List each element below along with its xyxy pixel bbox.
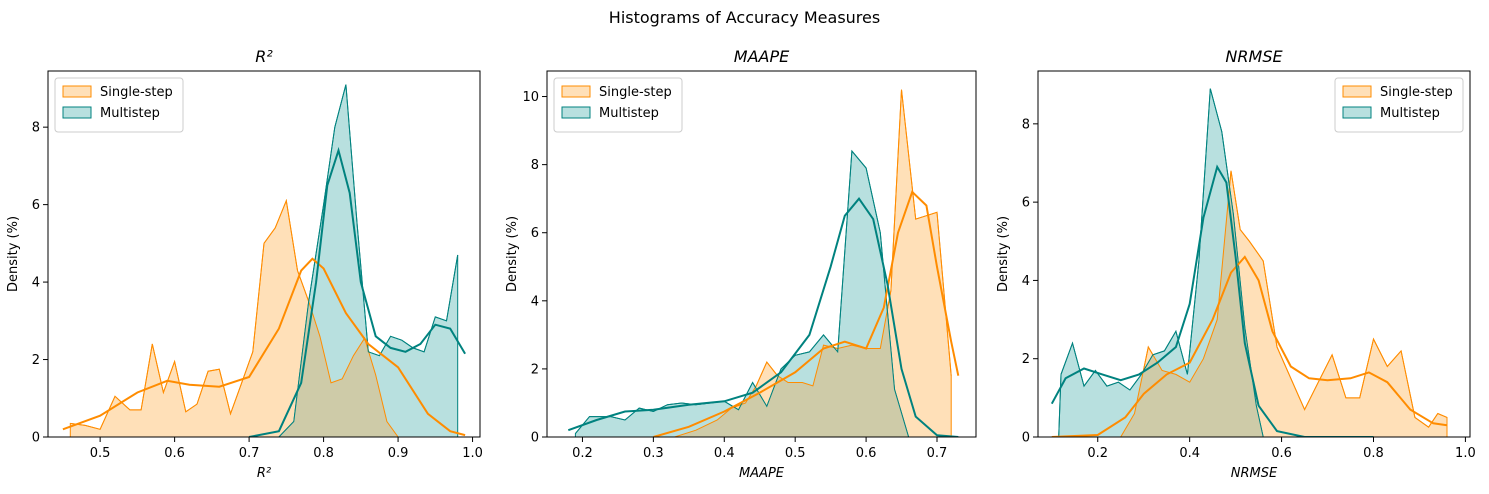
legend-label-single-step: Single-step [1380,85,1453,100]
y-tick-label: 4 [531,294,539,309]
kde-multistep [567,197,959,437]
legend-swatch-multistep [1342,106,1372,119]
y-tick-label: 6 [32,198,40,213]
x-axis-label: NRMSE [1231,466,1278,481]
kde-single-step [1051,255,1448,437]
axes-frame [47,70,481,438]
y-tick-label: 2 [531,362,539,377]
legend: Single-step Multistep [1334,77,1464,133]
hist-overlap [1120,187,1447,437]
x-tick-label: 0.5 [90,446,111,461]
panel-title: NRMSE [1225,47,1283,66]
legend-label-multistep: Multistep [1380,106,1440,121]
x-tick-label: 0.7 [927,446,948,461]
kde-multistep [248,146,466,437]
x-tick-label: 0.7 [239,446,260,461]
hist-multistep-edge [70,84,459,437]
hist-multistep-edge [1058,88,1447,437]
x-tick-label: 0.8 [1363,446,1384,461]
y-tick-label: 8 [1022,117,1030,132]
y-tick-label: 10 [522,90,539,105]
y-axis-label: Density (%) [6,216,21,292]
legend-swatch-single-step [62,85,92,98]
x-tick-label: 1.0 [462,446,483,461]
y-axis-label: Density (%) [996,216,1011,292]
kde-multistep [1050,164,1374,437]
panel-title: MAAPE [734,47,790,66]
legend-label-single-step: Single-step [100,85,173,100]
x-tick-label: 0.9 [388,446,409,461]
x-tick-label: 0.4 [714,446,735,461]
panel-title: R² [255,47,273,66]
panel-2: 0.2 0.3 0.4 0.5 0.6 0.7 0 2 4 6 8 10 MAAPE MAAPE Densi… [505,47,977,481]
legend: Single-step Multistep [553,77,683,133]
panel-1: 0.5 0.6 0.7 0.8 0.9 1.0 0 2 4 6 8 R² R² Density (%) Si… [6,47,483,481]
x-tick-label: 0.3 [643,446,664,461]
x-tick-label: 0.5 [785,446,806,461]
x-tick-label: 0.6 [856,446,877,461]
y-tick-label: 6 [1022,196,1030,211]
hist-single-step-edge [674,89,952,437]
x-axis-label: R² [257,466,271,481]
y-tick-label: 0 [531,431,539,446]
legend-label-multistep: Multistep [100,106,160,121]
legend-label-single-step: Single-step [599,85,672,100]
y-tick-label: 0 [32,431,40,446]
axes-frame [1037,70,1471,438]
legend-swatch-multistep [561,106,591,119]
y-tick-label: 4 [1022,274,1030,289]
hist-single-step-edge [1120,170,1448,437]
x-tick-label: 0.4 [1179,446,1200,461]
kde-single-step [62,257,466,437]
y-tick-label: 6 [531,226,539,241]
figure-suptitle: Histograms of Accuracy Measures [609,8,880,27]
x-tick-label: 1.0 [1455,446,1476,461]
axes-frame [546,70,977,438]
y-axis-label: Density (%) [505,216,520,292]
legend-swatch-multistep [62,106,92,119]
y-tick-label: 0 [1022,431,1030,446]
y-tick-label: 8 [32,121,40,136]
x-axis-label: MAAPE [739,466,785,481]
y-tick-label: 8 [531,158,539,173]
y-tick-label: 4 [32,276,40,291]
y-tick-label: 2 [1022,352,1030,367]
legend: Single-step Multistep [54,77,184,133]
legend-swatch-single-step [561,85,591,98]
y-tick-label: 2 [32,353,40,368]
panel-3: 0.2 0.4 0.6 0.8 1.0 0 2 4 6 8 NRMSE NRMSE Density (%… [996,47,1476,481]
x-tick-label: 0.2 [1087,446,1108,461]
legend-label-multistep: Multistep [599,106,659,121]
hist-overlap [674,313,909,437]
x-tick-label: 0.6 [1271,446,1292,461]
x-tick-label: 0.2 [572,446,593,461]
hist-overlap [70,301,432,437]
legend-swatch-single-step [1342,85,1372,98]
kde-single-step [653,190,960,437]
x-tick-label: 0.8 [313,446,334,461]
hist-single-step-edge [70,198,432,437]
x-tick-label: 0.6 [164,446,185,461]
